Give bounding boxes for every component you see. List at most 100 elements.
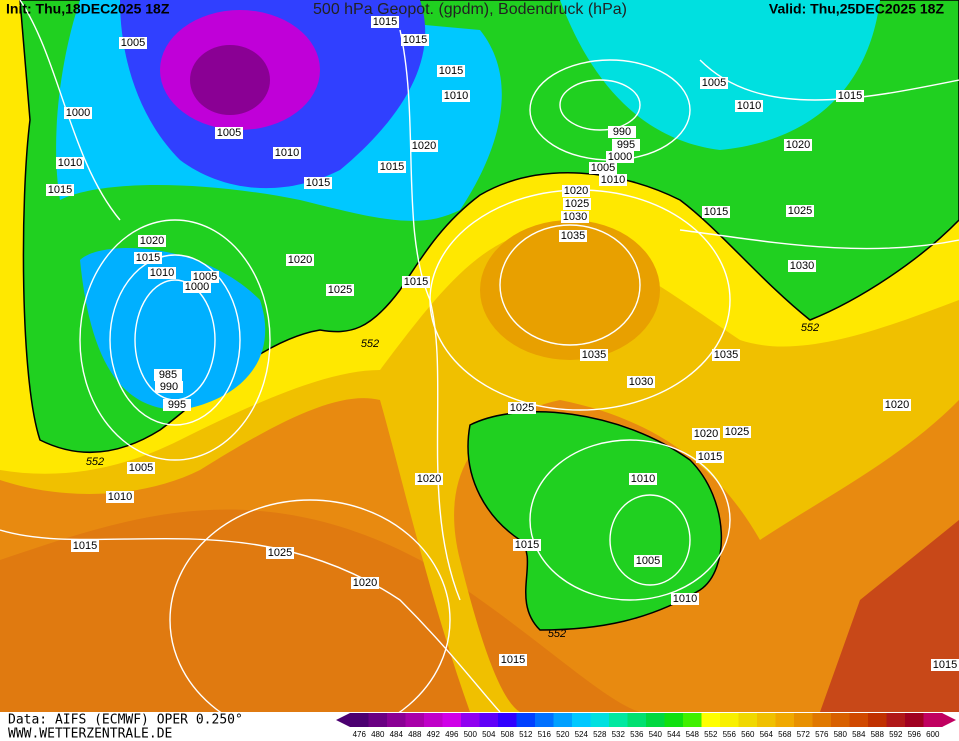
label-box — [508, 402, 536, 414]
colorbar-tick-label: 500 — [464, 730, 478, 739]
isobar-label: 1000 — [66, 107, 90, 119]
colorbar-swatch — [405, 713, 425, 727]
colorbar-swatch — [831, 713, 850, 727]
label-box — [326, 284, 354, 296]
isobar-label: 990 — [160, 381, 178, 393]
colorbar-tick-label: 476 — [353, 730, 367, 739]
isobar-label: 1025 — [565, 198, 589, 210]
colorbar-tick-label: 504 — [482, 730, 496, 739]
label-box — [163, 399, 191, 411]
colorbar-tick-label: 600 — [926, 730, 940, 739]
colorbar-swatch — [590, 713, 610, 727]
label-box — [671, 593, 699, 605]
colorbar-tick-label: 576 — [815, 730, 829, 739]
valid-time: Valid: Thu,25DEC2025 18Z — [769, 1, 945, 17]
label-box — [402, 276, 430, 288]
label-box — [134, 252, 162, 264]
label-box — [127, 462, 155, 474]
colorbar-swatch — [664, 713, 684, 727]
colorbar-tick-label: 532 — [612, 730, 626, 739]
init-time: Init: Thu,18DEC2025 18Z — [6, 1, 170, 17]
colorbar-swatch — [757, 713, 776, 727]
isobar-label: 1015 — [933, 659, 957, 671]
label-box — [634, 555, 662, 567]
isobar-label: 1030 — [563, 211, 587, 223]
isobar-label: 1000 — [608, 151, 632, 163]
colorbar-swatch — [609, 713, 628, 727]
isobar-label: 1025 — [725, 426, 749, 438]
colorbar-tick-label: 588 — [871, 730, 885, 739]
colorbar-swatch — [868, 713, 887, 727]
isobar-label: 1030 — [629, 376, 653, 388]
isobar-label: 1005 — [702, 77, 726, 89]
colorbar-swatch — [720, 713, 739, 727]
label-box — [273, 147, 301, 159]
label-box — [580, 349, 608, 361]
label-box — [562, 185, 590, 197]
label-box — [692, 428, 720, 440]
label-box — [559, 230, 587, 242]
label-box — [191, 271, 219, 283]
colorbar-swatch — [683, 713, 702, 727]
colorbar-tick-label: 512 — [519, 730, 533, 739]
colorbar: 476 480 484 488 492 496 500 504 508 512 516 520 524 5… — [336, 713, 956, 739]
isobar-label: 1010 — [631, 473, 655, 485]
label-box — [629, 473, 657, 485]
colorbar-swatch — [775, 713, 795, 727]
colorbar-swatch — [794, 713, 813, 727]
label-box — [266, 547, 294, 559]
label-box — [883, 399, 911, 411]
isobar-label: 1010 — [58, 157, 82, 169]
contour-label: 552 — [801, 322, 819, 334]
isobar-label: 1015 — [838, 90, 862, 102]
isobar-label: 1020 — [140, 235, 164, 247]
label-box — [46, 184, 74, 196]
colorbar-arrow — [336, 713, 350, 727]
isobar-label: 1015 — [501, 654, 525, 666]
label-box — [608, 126, 636, 138]
colorbar-swatch — [479, 713, 499, 727]
label-box — [700, 77, 728, 89]
colorbar-tick-label: 564 — [760, 730, 774, 739]
colorbar-swatch — [627, 713, 647, 727]
colorbar-tick-label: 592 — [889, 730, 903, 739]
colorbar-swatch — [905, 713, 924, 727]
isobar-label: 1015 — [439, 65, 463, 77]
map-title: 500 hPa Geopot. (gpdm), Bodendruck (hPa) — [313, 1, 627, 18]
colorbar-tick-label: 488 — [408, 730, 422, 739]
site-url: WWW.WETTERZENTRALE.DE — [8, 727, 172, 741]
colorbar-tick-label: 536 — [630, 730, 644, 739]
isobar-label: 1015 — [704, 206, 728, 218]
label-box — [784, 139, 812, 151]
isobar-label: 1020 — [786, 139, 810, 151]
label-box — [788, 260, 816, 272]
isobar-label: 1005 — [121, 37, 145, 49]
colorbar-tick-label: 584 — [852, 730, 866, 739]
isobar-label: 1015 — [403, 34, 427, 46]
colorbar-swatch — [350, 713, 369, 727]
label-box — [415, 473, 443, 485]
colorbar-tick-label: 496 — [445, 730, 459, 739]
colorbar-tick-label: 528 — [593, 730, 607, 739]
hot-area — [820, 520, 959, 712]
colorbar-swatch — [516, 713, 536, 727]
label-box — [589, 162, 617, 174]
label-box — [215, 127, 243, 139]
isobar-label: 1005 — [591, 162, 615, 174]
isobar-label: 1015 — [373, 16, 397, 28]
colorbar-swatch — [812, 713, 832, 727]
label-box — [627, 376, 655, 388]
data-source: Data: AIFS (ECMWF) OPER 0.250° — [8, 713, 243, 728]
isobar-label: 1015 — [73, 540, 97, 552]
polar-vortex-core — [190, 45, 270, 115]
isobar-label: 995 — [617, 139, 635, 151]
colorbar-swatch — [646, 713, 665, 727]
label-box — [154, 369, 182, 381]
isobar-label: 1020 — [417, 473, 441, 485]
colorbar-swatch — [424, 713, 443, 727]
cold-trough — [560, 0, 880, 150]
colorbar-swatch — [886, 713, 906, 727]
colorbar-swatch — [498, 713, 517, 727]
contour-label: 552 — [548, 628, 566, 640]
isobar-label: 1035 — [561, 230, 585, 242]
